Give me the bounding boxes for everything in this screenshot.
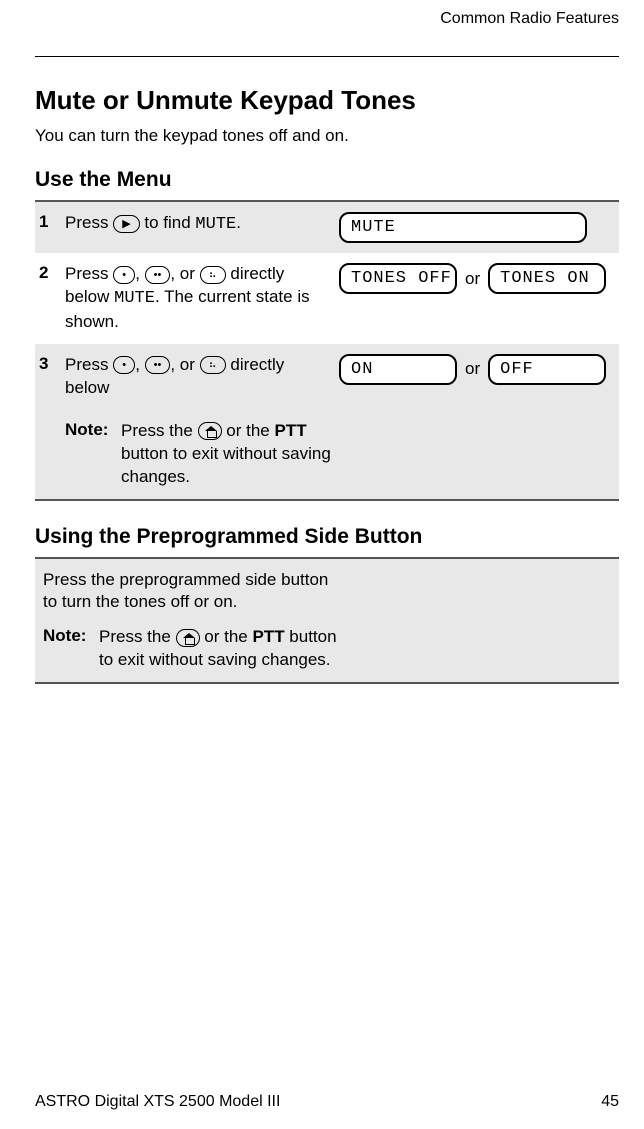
page-title: Mute or Unmute Keypad Tones bbox=[35, 85, 619, 116]
lcd-display: MUTE bbox=[339, 212, 587, 243]
code-text: MUTE bbox=[195, 215, 236, 234]
or-text: or bbox=[465, 359, 480, 379]
lcd-display: ON bbox=[339, 354, 457, 385]
text: Press bbox=[65, 213, 113, 232]
text: Press the bbox=[99, 627, 176, 646]
ptt-label: PTT bbox=[252, 627, 284, 646]
text: button to exit without saving changes. bbox=[121, 444, 331, 486]
step-number: 2 bbox=[39, 263, 65, 283]
display-col: TONES OFF or TONES ON bbox=[339, 263, 611, 294]
text: . bbox=[236, 213, 241, 232]
dot1-icon: • bbox=[113, 266, 135, 284]
section2-heading: Using the Preprogrammed Side Button bbox=[35, 525, 619, 549]
text: Press the bbox=[121, 421, 198, 440]
step-row: 1 Press ▶ to find MUTE. MUTE bbox=[35, 202, 619, 253]
body-row: Press the preprogrammed side button to t… bbox=[35, 559, 619, 625]
lcd-display: TONES OFF bbox=[339, 263, 457, 294]
text: Press bbox=[65, 264, 113, 283]
step-row: 3 Press •, ••, or ⠦ directly below ON or… bbox=[35, 344, 619, 410]
section1-heading: Use the Menu bbox=[35, 168, 619, 192]
nav-right-icon: ▶ bbox=[113, 215, 139, 233]
dot2-icon: •• bbox=[145, 266, 171, 284]
section1-block: 1 Press ▶ to find MUTE. MUTE 2 Press •, … bbox=[35, 200, 619, 501]
note-text: Press the or the PTT button to exit with… bbox=[99, 626, 339, 672]
step-number: 1 bbox=[39, 212, 65, 232]
text: to find bbox=[140, 213, 196, 232]
ptt-label: PTT bbox=[274, 421, 306, 440]
home-icon bbox=[198, 422, 222, 440]
step-number: 3 bbox=[39, 354, 65, 374]
step-row: 2 Press •, ••, or ⠦ directly below MUTE.… bbox=[35, 253, 619, 344]
lcd-display: TONES ON bbox=[488, 263, 606, 294]
text: Press bbox=[65, 355, 113, 374]
dot3-icon: ⠦ bbox=[200, 266, 226, 284]
note-label: Note: bbox=[43, 626, 99, 672]
text: or the bbox=[222, 421, 275, 440]
dot2-icon: •• bbox=[145, 356, 171, 374]
chapter-title: Common Radio Features bbox=[35, 10, 619, 28]
step-text: Press •, ••, or ⠦ directly below bbox=[65, 354, 339, 400]
text: or the bbox=[200, 627, 253, 646]
footer: ASTRO Digital XTS 2500 Model III 45 bbox=[35, 1093, 619, 1111]
dot1-icon: • bbox=[113, 356, 135, 374]
note-row: Note: Press the or the PTT button to exi… bbox=[35, 624, 619, 682]
code-text: MUTE bbox=[114, 289, 155, 308]
body-text: Press the preprogrammed side button to t… bbox=[43, 569, 339, 615]
section2-block: Press the preprogrammed side button to t… bbox=[35, 557, 619, 685]
dot3-icon: ⠦ bbox=[200, 356, 226, 374]
note-label: Note: bbox=[65, 420, 121, 489]
footer-product: ASTRO Digital XTS 2500 Model III bbox=[35, 1093, 280, 1111]
note-text: Press the or the PTT button to exit with… bbox=[121, 420, 339, 489]
lcd-display: OFF bbox=[488, 354, 606, 385]
page-number: 45 bbox=[601, 1093, 619, 1111]
display-col: MUTE bbox=[339, 212, 611, 243]
note-row: Note: Press the or the PTT button to exi… bbox=[35, 410, 619, 499]
step-text: Press •, ••, or ⠦ directly below MUTE. T… bbox=[65, 263, 339, 334]
or-text: or bbox=[465, 269, 480, 289]
step-text: Press ▶ to find MUTE. bbox=[65, 212, 339, 237]
intro-text: You can turn the keypad tones off and on… bbox=[35, 126, 619, 146]
display-col: ON or OFF bbox=[339, 354, 611, 385]
header-rule bbox=[35, 56, 619, 57]
home-icon bbox=[176, 629, 200, 647]
